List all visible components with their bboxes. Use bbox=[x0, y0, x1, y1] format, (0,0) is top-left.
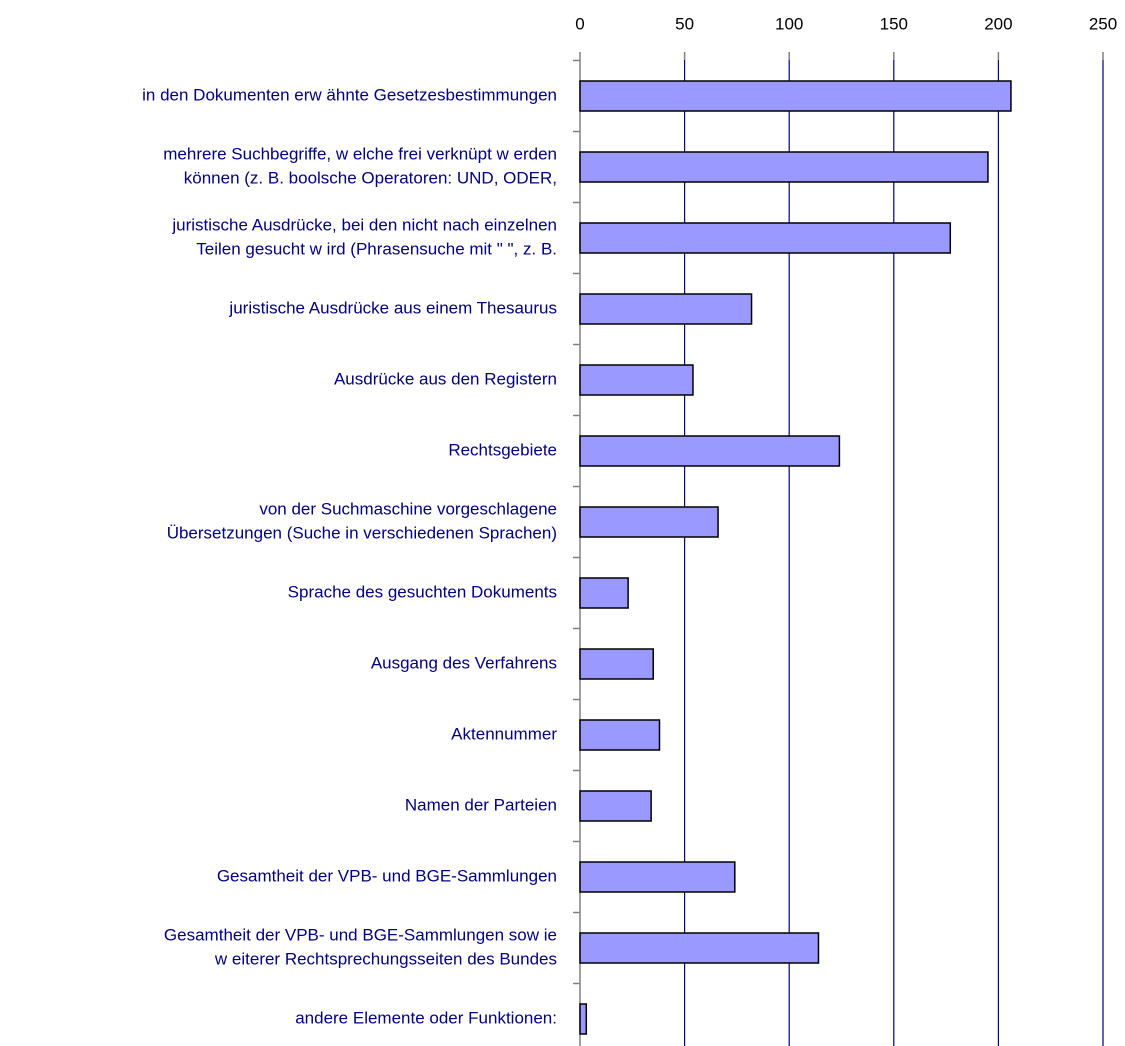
y-tick-label: in den Dokumenten erw ähnte Gesetzesbest… bbox=[142, 85, 557, 104]
bar bbox=[579, 435, 841, 467]
bar bbox=[579, 80, 1012, 112]
y-tick-label: von der Suchmaschine vorgeschlagene bbox=[259, 499, 557, 518]
bar bbox=[579, 293, 753, 325]
y-tick-label: mehrere Suchbegriffe, w elche frei verkn… bbox=[163, 144, 557, 163]
y-tick-label: Ausgang des Verfahrens bbox=[371, 653, 557, 672]
y-tick-label: Aktennummer bbox=[451, 724, 557, 743]
x-tick-label: 200 bbox=[984, 14, 1012, 33]
bar bbox=[579, 577, 629, 609]
x-tick-label: 250 bbox=[1089, 14, 1117, 33]
bar bbox=[579, 861, 736, 893]
y-tick-label: Gesamtheit der VPB- und BGE-Sammlungen bbox=[217, 866, 557, 885]
y-tick-label: Teilen gesucht w ird (Phrasensuche mit "… bbox=[196, 239, 557, 258]
y-tick-label: juristische Ausdrücke, bei den nicht nac… bbox=[171, 215, 557, 234]
bar bbox=[579, 790, 652, 822]
bar bbox=[579, 222, 952, 254]
bar bbox=[579, 648, 654, 680]
bar bbox=[579, 719, 661, 751]
bar bbox=[579, 364, 694, 396]
bar bbox=[579, 506, 719, 538]
bar bbox=[579, 151, 989, 183]
y-tick-label: juristische Ausdrücke aus einem Thesauru… bbox=[228, 298, 557, 317]
y-tick-label: Gesamtheit der VPB- und BGE-Sammlungen s… bbox=[164, 925, 557, 944]
y-tick-label: Rechtsgebiete bbox=[448, 440, 557, 459]
y-tick-label: Ausdrücke aus den Registern bbox=[334, 369, 557, 388]
bar bbox=[579, 932, 820, 964]
bar bbox=[579, 1003, 588, 1035]
y-tick-label: können (z. B. boolsche Operatoren: UND, … bbox=[184, 168, 557, 187]
x-tick-label: 50 bbox=[675, 14, 694, 33]
y-tick-label: Übersetzungen (Suche in verschiedenen Sp… bbox=[167, 523, 557, 542]
x-tick-label: 100 bbox=[775, 14, 803, 33]
x-tick-label: 150 bbox=[880, 14, 908, 33]
y-tick-label: w eiterer Rechtsprechungsseiten des Bund… bbox=[214, 949, 557, 968]
y-tick-label: Namen der Parteien bbox=[405, 795, 557, 814]
y-tick-label: Sprache des gesuchten Dokuments bbox=[288, 582, 557, 601]
x-tick-label: 0 bbox=[575, 14, 584, 33]
y-tick-label: andere Elemente oder Funktionen: bbox=[295, 1008, 557, 1027]
